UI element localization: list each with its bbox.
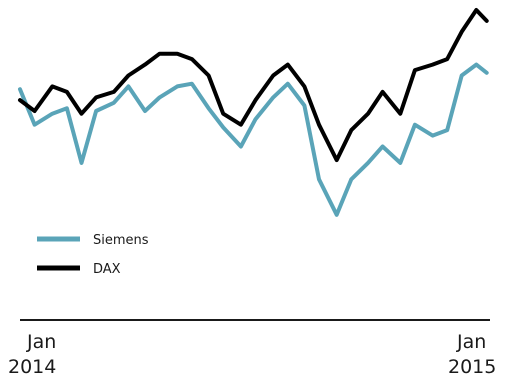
x-tick-year-2: 2015 [448,356,497,378]
x-tick-month-2: Jan [457,331,487,353]
legend-label-siemens: Siemens [93,233,149,248]
series-layer [18,8,489,217]
x-tick-month-1: Jan [27,331,57,353]
series-line-siemens [18,62,489,217]
series-line-dax [18,8,489,163]
legend-label-dax: DAX [93,262,121,277]
x-tick-year-1: 2014 [8,356,57,378]
legend: Siemens DAX [37,233,149,277]
